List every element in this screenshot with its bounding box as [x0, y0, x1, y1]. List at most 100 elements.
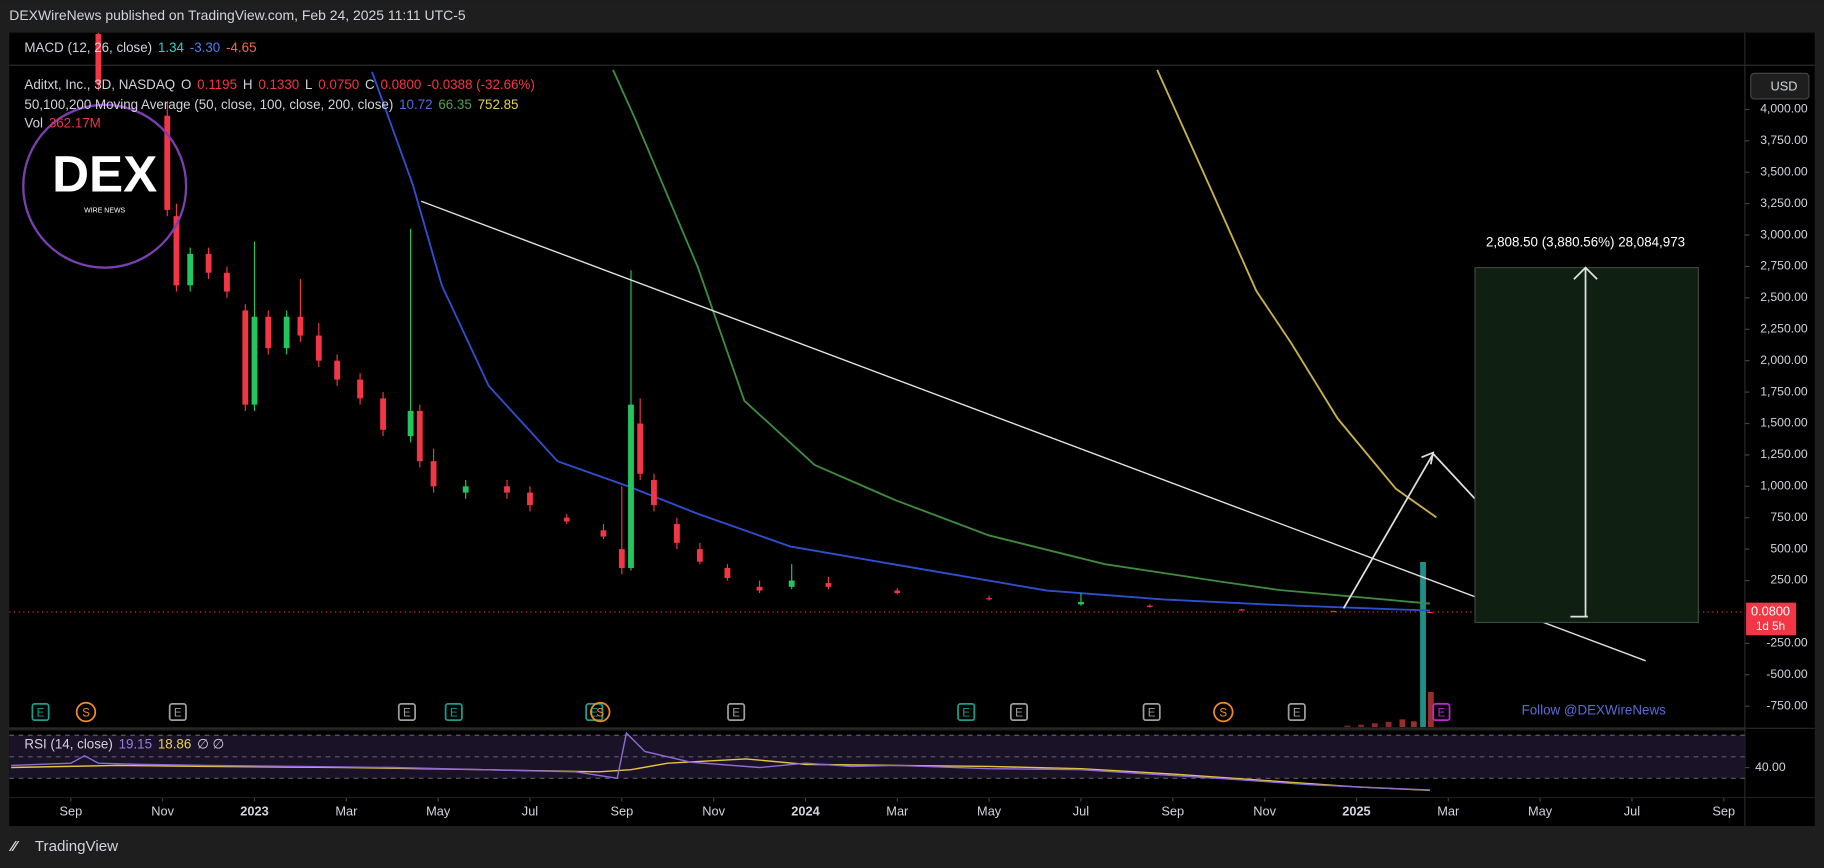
candle-body [416, 410, 423, 462]
event-marker [1287, 703, 1306, 722]
measure-label: 2,808.50 (3,880.56%) 28,084,973 [1486, 235, 1685, 250]
candle-body [187, 253, 194, 286]
y-tick-label: 1,250.00 [1760, 447, 1808, 461]
volume-bar [1344, 725, 1351, 728]
volume-bar [1358, 724, 1364, 728]
candle-body [628, 404, 634, 568]
x-tick-label: May [426, 803, 451, 818]
legend-item: 18.86 [158, 736, 191, 751]
projection-line [1342, 453, 1434, 609]
measure-box [1474, 267, 1699, 624]
currency[interactable]: USD [1770, 79, 1797, 94]
x-tick-label: Sep [610, 803, 633, 818]
legend-item: H [243, 77, 253, 92]
volume-bar [1410, 721, 1417, 728]
volume-bar [1385, 721, 1392, 728]
x-tick-label: Jul [522, 803, 538, 818]
x-tick-label: Nov [1253, 803, 1276, 818]
candle-body [674, 524, 680, 543]
event-label: E [1015, 706, 1023, 719]
candle-body [315, 335, 322, 361]
legend-item: 0.1330 [258, 77, 299, 92]
candle-body [251, 316, 258, 405]
x-tick-label: Jul [1624, 803, 1640, 818]
logo-subtitle: WIRE NEWS [84, 207, 125, 214]
volume-bar [1399, 719, 1406, 728]
event-label: S [1219, 706, 1227, 719]
x-tick-label: 2024 [791, 803, 820, 818]
legend-item: 1.34 [158, 39, 185, 54]
event-label: E [174, 706, 182, 719]
legend-item: 0.1195 [197, 77, 237, 92]
time-axis [9, 798, 1815, 827]
price-label-box [1746, 602, 1797, 636]
moving-average [371, 71, 1430, 612]
candle-body [265, 316, 272, 349]
y-tick-label: 3,000.00 [1760, 227, 1808, 241]
legend-item: 50,100,200 Moving Average (50, close, 10… [24, 96, 393, 111]
footer-logo: ⁄⁄ [9, 838, 21, 855]
legend-item: 0.0800 [380, 77, 421, 92]
candle-body [407, 410, 414, 437]
candle-body [430, 461, 437, 487]
volume-bar [1420, 561, 1426, 728]
x-tick-label: Nov [702, 803, 725, 818]
legend-item: -0.0388 (-32.66%) [427, 77, 535, 92]
event-label: E [450, 706, 458, 719]
x-tick-label: Mar [335, 803, 358, 818]
event-label: E [403, 706, 411, 719]
y-tick-label: 4,000.00 [1760, 102, 1808, 116]
event-label: E [1148, 706, 1156, 719]
event-marker [75, 701, 97, 723]
arrow-head [1421, 451, 1435, 465]
legend-item: Aditxt, Inc., 3D, NASDAQ [24, 77, 175, 92]
x-tick-label: Sep [1712, 803, 1735, 818]
logo-title: DEX [52, 146, 157, 203]
price-label: 0.0800 [1751, 603, 1790, 618]
event-label: E [732, 706, 740, 719]
legend-item: ∅ ∅ [197, 736, 224, 751]
legend-item: 10.72 [399, 96, 432, 111]
x-tick-label: Sep [1161, 803, 1184, 818]
legend-item: 66.35 [438, 96, 471, 111]
event-marker [397, 703, 416, 722]
candle-body [224, 272, 230, 292]
event-marker [1213, 701, 1234, 723]
y-tick-label: 2,250.00 [1760, 321, 1808, 335]
candle-body [357, 379, 364, 399]
candle-body [600, 530, 607, 537]
y-tick-label: 1,000.00 [1760, 479, 1808, 493]
x-tick-label: May [1528, 803, 1553, 818]
candle-body [825, 583, 832, 587]
legend-row: MACD (12, 26, close) 1.34 -3.30 -4.65 [24, 39, 256, 54]
x-tick-label: Nov [151, 803, 174, 818]
moving-average [1156, 69, 1437, 519]
event-label: S [596, 706, 604, 719]
candle-body [637, 423, 644, 474]
rsi-plot [9, 731, 1745, 792]
event-label: E [1438, 706, 1446, 719]
candle-body [334, 360, 341, 380]
y-tick-label: 500.00 [1770, 541, 1808, 555]
y-tick-label: 2,750.00 [1760, 259, 1808, 273]
candle-body [527, 492, 533, 506]
currency-button[interactable] [1750, 72, 1810, 100]
legend-item: RSI (14, close) [24, 736, 112, 751]
event-marker [1432, 703, 1451, 722]
legend: MACD (12, 26, close) 1.34 -3.30 -4.65 Aditxt… [24, 39, 534, 751]
candle-body [504, 486, 510, 493]
y-tick-label: 250.00 [1770, 573, 1808, 587]
candle-body [1238, 609, 1245, 611]
price-axis [1744, 32, 1815, 797]
trendline [420, 200, 1646, 662]
candle-body [164, 115, 171, 210]
y-tick-label: 2,000.00 [1760, 353, 1808, 367]
legend-item: 362.17M [49, 115, 101, 130]
candle-body [788, 580, 795, 587]
legend-item: Vol [24, 115, 43, 130]
candle-body [696, 549, 703, 562]
candle-body [724, 567, 731, 579]
event-marker [1009, 703, 1028, 722]
rsi-tick-label: 40.00 [1755, 760, 1786, 774]
